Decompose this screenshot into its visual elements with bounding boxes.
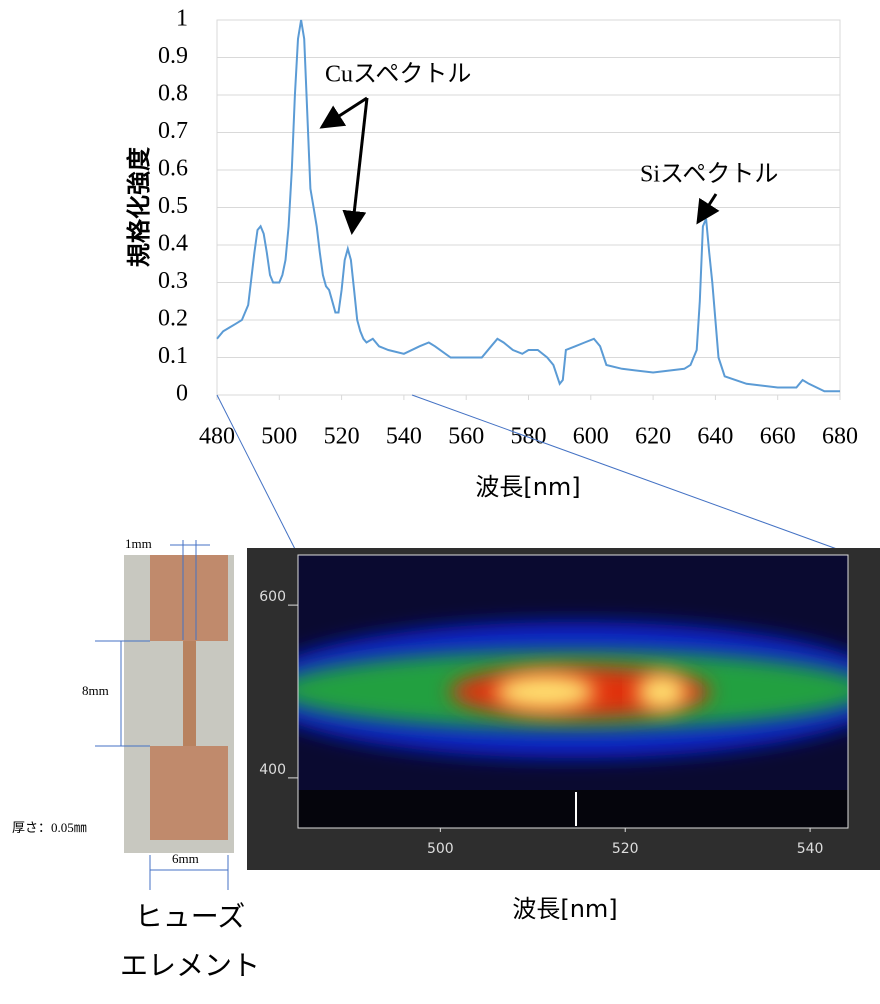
x-axis-label: 波長[nm]	[512, 895, 617, 923]
x-tick-label: 520	[612, 841, 639, 857]
x-tick-label: 520	[324, 424, 360, 450]
y-tick-label: 0.2	[158, 306, 188, 332]
x-tick-label: 560	[448, 424, 484, 450]
x-tick-label: 500	[261, 424, 297, 450]
caption: エレメント	[120, 949, 260, 982]
caption: ヒューズ	[135, 900, 246, 933]
dimension-label: 8mm	[82, 683, 109, 698]
x-tick-label: 480	[199, 424, 235, 450]
connector	[411, 394, 849, 554]
y-tick-label: 0.6	[158, 156, 188, 182]
y-tick-label: 0.9	[158, 43, 188, 69]
y-tick-label: 0.5	[158, 193, 188, 219]
y-tick-label: 1	[176, 6, 188, 32]
y-tick-label: 0	[176, 381, 188, 407]
arrow	[696, 193, 720, 225]
y-tick-label: 0.1	[158, 343, 188, 369]
x-tick-label: 640	[697, 424, 733, 450]
y-tick-label: 0.3	[158, 268, 188, 294]
dimension-label: 6mm	[172, 851, 199, 866]
spectrum-line	[216, 19, 840, 393]
x-tick-label: 540	[386, 424, 422, 450]
connector	[216, 394, 299, 556]
y-tick-label: 0.7	[158, 118, 188, 144]
x-tick-label: 660	[760, 424, 796, 450]
y-tick-label: 0.4	[158, 231, 188, 257]
annotation: Siスペクトル	[640, 162, 778, 188]
x-tick-label: 580	[511, 424, 547, 450]
dimension-label: 厚さ：0.05㎜	[12, 820, 87, 835]
x-tick-label: 680	[822, 424, 858, 450]
y-tick-label: 0.8	[158, 81, 188, 107]
x-axis-label: 波長[nm]	[475, 473, 580, 501]
annotation: Cuスペクトル	[325, 62, 471, 88]
x-tick-label: 600	[573, 424, 609, 450]
y-axis-label: 規格化強度	[125, 146, 153, 267]
y-tick-label: 600	[259, 589, 286, 605]
x-tick-label: 500	[427, 841, 454, 857]
y-tick-label: 400	[259, 762, 286, 778]
fuse-photo	[95, 540, 234, 890]
dimension-label: 1mm	[125, 536, 152, 551]
spectrogram-image	[298, 555, 848, 828]
arrow	[342, 97, 369, 235]
arrow	[319, 96, 368, 129]
line-chart: 0 0.1 0.2 0.3 0.4 0.5 0.6 0.7 0.8 0.9 1 480 500 520 54…	[158, 6, 858, 450]
spectrogram: 500 520 540 400 600	[247, 548, 880, 870]
x-tick-label: 540	[797, 841, 824, 857]
x-tick-label: 620	[635, 424, 671, 450]
